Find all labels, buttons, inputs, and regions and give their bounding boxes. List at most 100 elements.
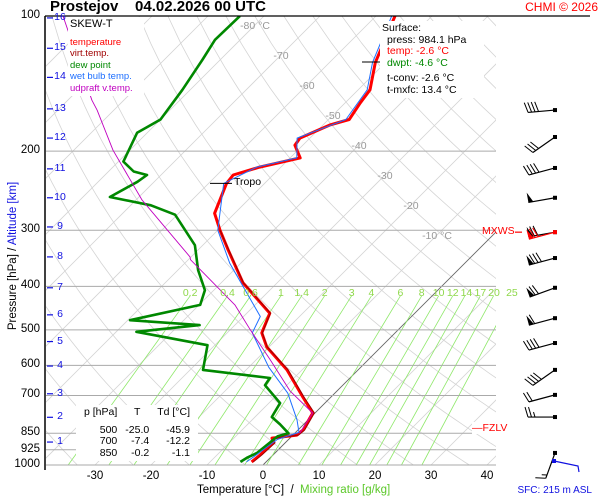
- wind-barb-feather: [534, 101, 540, 112]
- legend-item-wet-bulb: wet bulb temp.: [70, 71, 132, 82]
- dry-adiabat: [167, 16, 496, 379]
- x-axis-label: Temperature [°C] / Mixing ratio [g/kg]: [197, 484, 390, 496]
- grid-lines: [46, 16, 600, 466]
- isotherm-label: -10 °C: [422, 230, 452, 242]
- col-header: T: [134, 406, 141, 418]
- mixing-ratio-line: [189, 295, 303, 466]
- mixing-ratio-label: 4: [368, 287, 375, 299]
- wind-barb-station: [553, 450, 557, 455]
- wind-barb-feather: [524, 406, 529, 418]
- pressure-tick-label: 1000: [14, 458, 40, 470]
- temperature-axis-label: Temperature [°C]: [197, 484, 285, 496]
- mixing-ratio-label: 2: [321, 287, 328, 299]
- dry-adiabat: [196, 16, 496, 345]
- wind-barb-feather: [527, 376, 537, 384]
- isotherm: [46, 16, 377, 347]
- wind-barb-station: [553, 135, 557, 140]
- cell: 700: [99, 435, 118, 447]
- altitude-tick-label: 12: [54, 131, 66, 144]
- temperature-tick-label: 30: [424, 470, 438, 482]
- altitude-tick-label: 6: [57, 307, 63, 320]
- dry-adiabat: [545, 16, 600, 465]
- isotherm: [46, 16, 433, 403]
- dry-adiabat: [283, 16, 496, 247]
- cell: -45.9: [166, 423, 191, 436]
- mixing-ratio-label: 6: [397, 287, 404, 299]
- wind-barb-pennant: [526, 315, 534, 326]
- col-header: Td [°C]: [157, 406, 191, 418]
- dew-point-line: [108, 16, 290, 464]
- wind-barb-station: [553, 195, 557, 200]
- isotherm: [374, 343, 496, 466]
- pressure-axis-label: Pressure [hPa]: [7, 254, 19, 331]
- mixing-ratio-label: 10: [432, 287, 445, 299]
- mixing-ratio-label: 0.2: [182, 287, 198, 299]
- isotherm-label: -80 °C: [240, 20, 270, 32]
- wind-barb-feather: [523, 165, 530, 176]
- axis-separator: /: [7, 247, 19, 251]
- altitude-tick-label: 10: [54, 190, 66, 203]
- temperature-tick-label: -30: [86, 470, 104, 482]
- wind-barb-feather: [532, 227, 539, 237]
- wind-barb-staff: [528, 342, 556, 351]
- mixing-ratio-line: [386, 295, 481, 466]
- cell: 500: [99, 423, 118, 436]
- profile-lines: [62, 16, 397, 464]
- dry-adiabat: [254, 16, 496, 280]
- mixing-ratio-axis-label: Mixing ratio [g/kg]: [300, 484, 391, 496]
- legend-item-dew-point: dew point: [70, 59, 111, 71]
- altitude-tick-label: 16: [54, 10, 66, 23]
- mixing-ratio-label: 25: [506, 287, 518, 299]
- isotherm-label: -60: [299, 80, 315, 92]
- wind-barb-staff: [528, 109, 556, 114]
- mixing-ratio-label: 3: [348, 287, 355, 299]
- temperature-tick-label: 0: [259, 470, 267, 482]
- wind-barb-pennant: [526, 255, 534, 266]
- isotherm: [46, 16, 321, 291]
- mixing-ratio-label: 14: [460, 287, 473, 299]
- temperature-tick-label: 40: [480, 470, 494, 482]
- surface-wind-station: [552, 459, 556, 463]
- wind-barb: [535, 450, 557, 479]
- mixing-ratio-label: 1.4: [294, 287, 310, 299]
- wind-barb-pennant: [526, 192, 534, 203]
- surface-wind-marker: [553, 460, 580, 473]
- surface-tmxfc: t-mxfc: 13.4 °C: [387, 83, 457, 96]
- wind-barb-feather: [535, 477, 546, 479]
- axis-separator: /: [290, 484, 294, 496]
- pressure-tick-label: 400: [20, 279, 40, 292]
- cell: -1.1: [171, 446, 191, 459]
- altitude-axis-label: Altitude [km]: [7, 181, 19, 246]
- mixing-ratio-line: [401, 295, 494, 466]
- wind-barb: [526, 192, 557, 204]
- wind-barb-feather: [523, 392, 530, 403]
- mixing-ratio-label: 8: [418, 287, 425, 299]
- wind-barb-station: [553, 367, 557, 372]
- y-axis-label: Pressure [hPa] / Altitude [km]: [7, 156, 19, 356]
- wind-barb-feather: [528, 314, 536, 324]
- wind-barb: [526, 252, 557, 266]
- wind-barb-pennant: [526, 287, 535, 298]
- altitude-tick-label: 5: [57, 334, 63, 347]
- wind-barb-feather: [528, 254, 536, 264]
- wind-barb-feather: [532, 225, 539, 236]
- isotherm-label: -50: [325, 110, 341, 122]
- wind-barb-feather: [529, 226, 535, 237]
- freezing-level-label: —FZLV: [472, 422, 514, 435]
- surface-heading: Surface:: [382, 22, 422, 34]
- wind-barb-station: [553, 285, 557, 290]
- table-row: 700 -7.4 -12.2: [80, 435, 194, 448]
- wind-barb-station: [553, 316, 557, 321]
- wind-barb-feather: [535, 252, 542, 262]
- wind-barb: [523, 338, 557, 351]
- dry-adiabat: [225, 16, 496, 312]
- cell: -25.0: [125, 423, 150, 436]
- cell: -0.2: [131, 446, 150, 459]
- pressure-tick-label: 600: [20, 358, 40, 371]
- wind-barb-staff: [532, 369, 556, 386]
- wind-barb-pennant: [526, 229, 534, 240]
- mixing-ratio-line: [355, 295, 454, 466]
- wind-barb-station: [553, 415, 557, 420]
- altitude-tick-label: 11: [54, 161, 66, 174]
- max-wind-label: MXWS: [482, 225, 515, 238]
